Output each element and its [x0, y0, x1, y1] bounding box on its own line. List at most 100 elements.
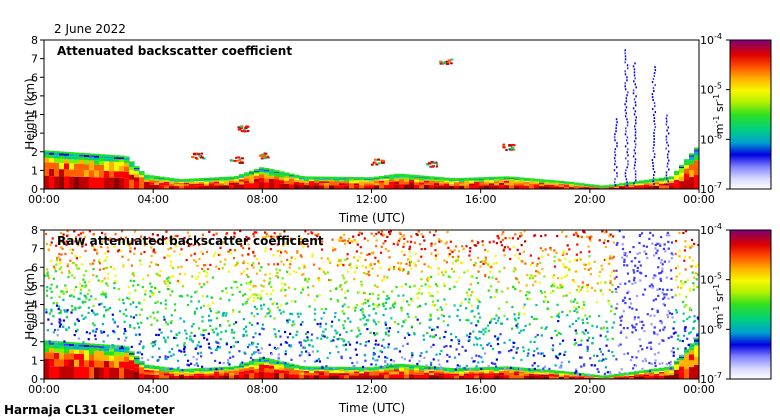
noise-cell	[635, 294, 639, 298]
cloud-cell	[510, 146, 514, 149]
backscatter-cell	[179, 372, 185, 375]
noise-cell	[479, 260, 482, 263]
backscatter-cell	[389, 368, 395, 370]
y-tick-label: 8	[31, 224, 38, 237]
noise-cell	[648, 370, 652, 373]
backscatter-cell	[149, 184, 155, 189]
precip-cell	[625, 106, 628, 109]
layer-edge	[244, 362, 250, 365]
noise-cell	[170, 275, 173, 278]
noise-cell	[496, 338, 499, 341]
backscatter-cell	[74, 159, 80, 164]
noise-cell	[605, 230, 608, 233]
backscatter-cell	[174, 180, 180, 182]
noise-cell	[425, 364, 428, 367]
backscatter-cell	[464, 375, 470, 379]
noise-cell	[417, 230, 420, 233]
noise-cell	[73, 230, 76, 233]
backscatter-cell	[344, 185, 350, 189]
noise-cell	[275, 268, 278, 271]
backscatter-cell	[209, 185, 215, 189]
backscatter-cell	[314, 182, 320, 186]
colorbar-tick-label: 10-4	[700, 32, 722, 47]
noise-cell	[323, 335, 326, 338]
noise-cell	[235, 280, 238, 284]
noise-cell	[672, 351, 675, 354]
backscatter-cell	[69, 169, 75, 177]
panel-attenuated: Attenuated backscatter coefficient 01234…	[23, 32, 772, 225]
backscatter-cell	[229, 369, 235, 372]
noise-cell	[103, 305, 106, 309]
noise-cell	[245, 273, 248, 277]
noise-cell	[588, 237, 591, 240]
noise-cell	[273, 263, 276, 266]
noise-cell	[627, 290, 630, 293]
backscatter-cell	[519, 370, 525, 372]
noise-cell	[46, 289, 49, 292]
backscatter-cell	[324, 368, 330, 370]
noise-cell	[304, 332, 308, 336]
noise-cell	[518, 331, 521, 334]
noise-cell	[410, 267, 413, 270]
backscatter-cell	[569, 377, 575, 379]
backscatter-cell	[114, 361, 120, 368]
noise-cell	[195, 307, 198, 310]
noise-cell	[216, 332, 219, 335]
backscatter-cell	[54, 176, 60, 189]
backscatter-cell	[299, 369, 305, 371]
noise-cell	[653, 332, 656, 335]
noise-cell	[339, 259, 342, 262]
cloud-cell	[261, 156, 265, 159]
noise-cell	[641, 327, 644, 330]
precip-cell	[615, 127, 617, 130]
backscatter-cell	[414, 367, 420, 369]
backscatter-cell	[59, 169, 65, 177]
backscatter-cell	[294, 177, 300, 179]
backscatter-cell	[494, 181, 500, 184]
noise-cell	[353, 270, 356, 274]
backscatter-cell	[279, 365, 285, 368]
noise-cell	[261, 289, 264, 293]
noise-cell	[84, 316, 87, 319]
cloud-cell	[432, 162, 436, 165]
noise-cell	[273, 328, 276, 331]
noise-cell	[560, 361, 563, 364]
backscatter-cell	[274, 174, 280, 177]
noise-cell	[676, 286, 680, 289]
backscatter-cell	[654, 373, 660, 376]
backscatter-cell	[689, 347, 695, 351]
x-tick-label: 00:00	[28, 193, 60, 206]
noise-cell	[583, 303, 586, 306]
noise-cell	[407, 303, 410, 307]
backscatter-cell	[649, 184, 655, 187]
noise-cell	[401, 344, 405, 348]
noise-cell	[57, 305, 61, 308]
backscatter-cell	[394, 179, 400, 182]
noise-cell	[376, 332, 379, 335]
noise-cell	[343, 291, 347, 294]
noise-cell	[397, 261, 400, 265]
noise-cell	[230, 331, 234, 334]
backscatter-cell	[474, 179, 480, 181]
noise-cell	[202, 304, 206, 307]
noise-cell	[559, 259, 562, 262]
backscatter-cell	[254, 372, 260, 379]
backscatter-cell	[594, 377, 600, 378]
backscatter-cell	[514, 373, 520, 376]
precip-cell	[613, 136, 616, 139]
x-tick-label: 16:00	[465, 383, 497, 396]
noise-cell	[508, 248, 511, 251]
noise-cell	[77, 306, 80, 309]
backscatter-cell	[579, 375, 585, 376]
cloud-cell	[230, 159, 235, 162]
noise-cell	[490, 318, 493, 321]
precip-cell	[653, 171, 656, 174]
backscatter-cell	[194, 371, 200, 373]
colorbar-tick-label: 10-7	[700, 371, 722, 386]
noise-cell	[652, 299, 655, 302]
backscatter-cell	[484, 183, 490, 186]
backscatter-cell	[269, 173, 275, 176]
noise-cell	[471, 275, 474, 278]
noise-cell	[76, 267, 79, 270]
x-tick-label: 08:00	[246, 193, 278, 206]
